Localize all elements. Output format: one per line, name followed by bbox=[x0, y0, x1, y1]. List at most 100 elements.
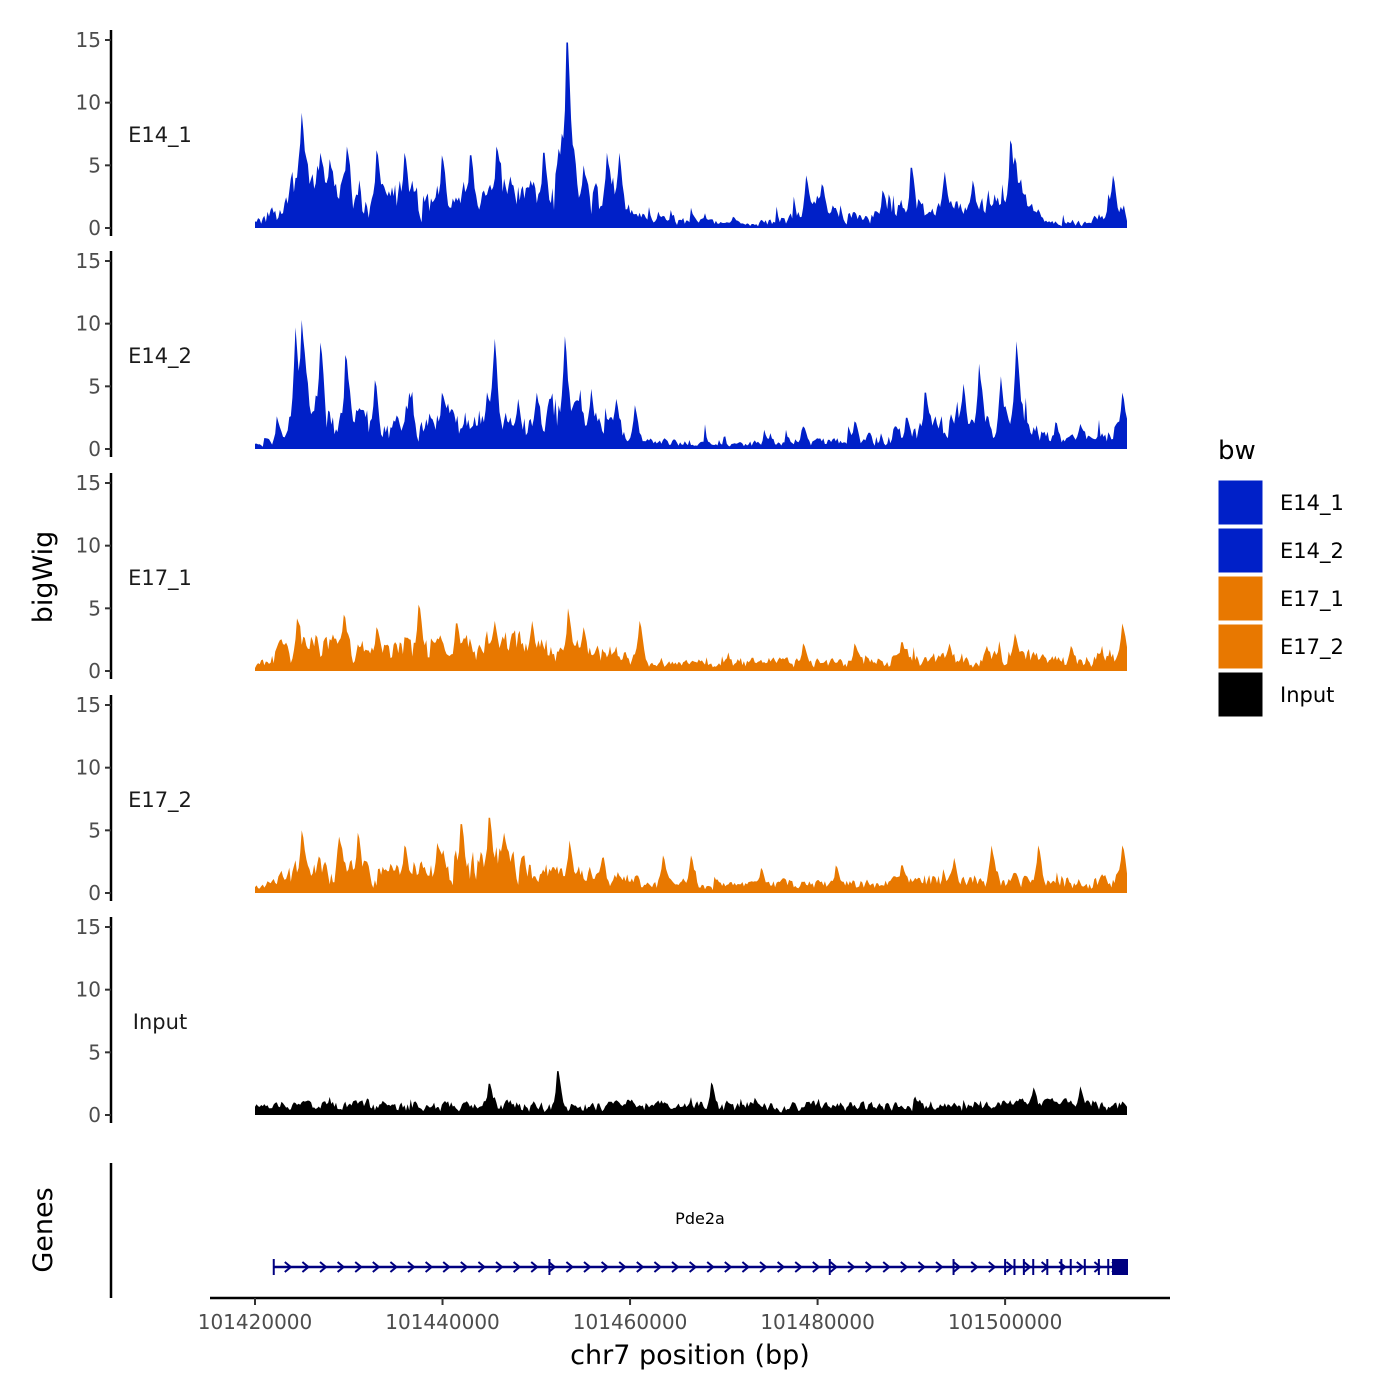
strand-arrow bbox=[636, 1261, 645, 1273]
y-tick-label: 5 bbox=[88, 596, 101, 620]
track-E17_2: 0 5 10 15 E17_2 bbox=[76, 693, 1127, 905]
legend-swatch bbox=[1217, 671, 1264, 718]
strand-arrow bbox=[952, 1261, 962, 1273]
strand-arrow bbox=[970, 1261, 979, 1273]
y-tick-label: 15 bbox=[76, 915, 101, 939]
legend-swatch bbox=[1217, 527, 1264, 574]
y-tick-label: 5 bbox=[88, 818, 101, 842]
y-tick-label: 0 bbox=[88, 659, 101, 683]
y-tick-label: 5 bbox=[88, 374, 101, 398]
legend-label: E17_2 bbox=[1280, 635, 1344, 660]
y-tick-label: 10 bbox=[76, 91, 101, 115]
x-axis-title: chr7 position (bp) bbox=[570, 1340, 810, 1371]
track-label: E14_2 bbox=[128, 344, 192, 369]
gene-end-block bbox=[1111, 1259, 1127, 1275]
track-label: Input bbox=[133, 1010, 187, 1034]
strand-arrow bbox=[477, 1261, 486, 1273]
strand-arrow bbox=[1023, 1261, 1032, 1273]
strand-arrow bbox=[284, 1261, 293, 1273]
legend-label: E14_2 bbox=[1280, 539, 1344, 564]
gene-track: Pde2a bbox=[109, 1163, 1128, 1298]
strand-arrow bbox=[301, 1261, 310, 1273]
gene-track-title: Genes bbox=[28, 1187, 59, 1272]
legend-label: E14_1 bbox=[1280, 491, 1344, 516]
strand-arrow bbox=[900, 1261, 909, 1273]
strand-arrow bbox=[600, 1261, 610, 1273]
track-E14_2: 0 5 10 15 E14_2 bbox=[76, 249, 1127, 461]
y-tick-label: 0 bbox=[88, 1103, 101, 1127]
strand-arrow bbox=[847, 1261, 856, 1273]
x-tick-label: 101500000 bbox=[948, 1310, 1063, 1334]
y-tick-label: 15 bbox=[76, 249, 101, 273]
strand-arrow bbox=[706, 1261, 715, 1273]
x-tick-label: 101480000 bbox=[760, 1310, 875, 1334]
strand-arrow bbox=[741, 1261, 750, 1273]
strand-arrow bbox=[319, 1261, 328, 1273]
strand-arrow bbox=[354, 1261, 363, 1273]
legend-swatch bbox=[1217, 575, 1264, 622]
strand-arrow bbox=[548, 1261, 557, 1273]
track-E14_1: 0 5 10 15 E14_1 bbox=[76, 28, 1127, 240]
signal-area-E17_1 bbox=[255, 604, 1127, 671]
signal-area-E14_1 bbox=[255, 42, 1127, 228]
y-tick-label: 10 bbox=[76, 534, 101, 558]
strand-arrow bbox=[336, 1261, 346, 1273]
legend-swatch bbox=[1217, 623, 1264, 670]
strand-arrow bbox=[389, 1261, 398, 1273]
track-label: E17_2 bbox=[128, 788, 192, 813]
signal-area-Input bbox=[255, 1071, 1127, 1115]
strand-arrow bbox=[935, 1261, 944, 1273]
strand-arrow bbox=[530, 1261, 539, 1273]
y-tick-label: 5 bbox=[88, 1040, 101, 1064]
y-tick-label: 15 bbox=[76, 471, 101, 495]
strand-arrow bbox=[988, 1261, 997, 1273]
strand-arrow bbox=[407, 1261, 416, 1273]
legend: bw E14_1 E14_2 E17_1 E17_2 Input bbox=[1217, 436, 1344, 718]
track-Input: 0 5 10 15 Input bbox=[76, 915, 1127, 1127]
y-tick-label: 5 bbox=[88, 153, 101, 177]
signal-area-E14_2 bbox=[255, 319, 1127, 449]
strand-arrow bbox=[794, 1261, 803, 1273]
strand-arrow bbox=[864, 1261, 874, 1273]
legend-label: E17_1 bbox=[1280, 587, 1344, 612]
strand-arrow bbox=[512, 1261, 522, 1273]
x-tick-label: 101440000 bbox=[385, 1310, 500, 1334]
strand-arrow bbox=[460, 1261, 469, 1273]
strand-arrow bbox=[812, 1261, 821, 1273]
x-tick-label: 101460000 bbox=[573, 1310, 688, 1334]
strand-arrow bbox=[618, 1261, 627, 1273]
strand-arrow bbox=[495, 1261, 504, 1273]
y-tick-label: 10 bbox=[76, 978, 101, 1002]
strand-arrow bbox=[1005, 1261, 1014, 1273]
y-tick-label: 0 bbox=[88, 881, 101, 905]
y-tick-label: 0 bbox=[88, 216, 101, 240]
y-tick-label: 15 bbox=[76, 693, 101, 717]
x-tick-label: 101420000 bbox=[198, 1310, 313, 1334]
track-label: E17_1 bbox=[128, 566, 192, 591]
strand-arrow bbox=[653, 1261, 662, 1273]
track-label: E14_1 bbox=[128, 123, 192, 148]
signal-area-E17_2 bbox=[255, 817, 1127, 893]
strand-arrow bbox=[882, 1261, 891, 1273]
strand-arrow bbox=[565, 1261, 574, 1273]
strand-arrow bbox=[776, 1261, 786, 1273]
strand-arrow bbox=[724, 1261, 733, 1273]
strand-arrow bbox=[688, 1261, 698, 1273]
legend-swatch bbox=[1217, 479, 1264, 526]
legend-title: bw bbox=[1218, 436, 1256, 466]
strand-arrow bbox=[372, 1261, 381, 1273]
legend-label: Input bbox=[1280, 683, 1334, 707]
y-tick-label: 0 bbox=[88, 437, 101, 461]
gene-name-label: Pde2a bbox=[675, 1209, 725, 1228]
x-axis: 101420000 101440000 101460000 101480000 1015… bbox=[198, 1296, 1170, 1334]
strand-arrow bbox=[424, 1261, 434, 1273]
y-tick-label: 10 bbox=[76, 312, 101, 336]
y-axis-title: bigWig bbox=[28, 531, 59, 624]
strand-arrow bbox=[759, 1261, 768, 1273]
y-tick-label: 15 bbox=[76, 28, 101, 52]
strand-arrow bbox=[1093, 1261, 1102, 1273]
track-E17_1: 0 5 10 15 E17_1 bbox=[76, 471, 1127, 683]
strand-arrow bbox=[671, 1261, 680, 1273]
strand-arrow bbox=[583, 1261, 592, 1273]
